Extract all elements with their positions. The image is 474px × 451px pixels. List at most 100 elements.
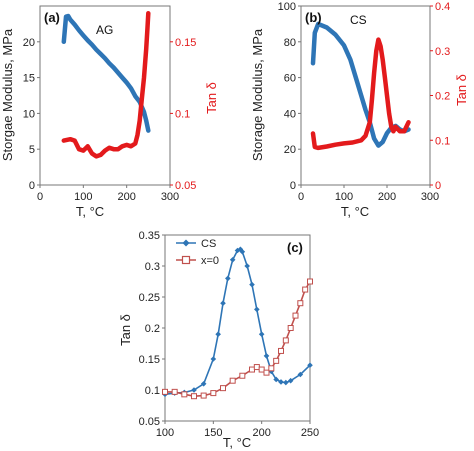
panel-c-cs-point	[244, 263, 250, 269]
panel-c-x0-point	[181, 391, 188, 398]
panel-b-y2-tick-label: 0.3	[435, 46, 450, 58]
panel-c-cs-point	[239, 248, 246, 255]
panel-b-series-1-line	[310, 37, 411, 151]
panel-b-x-axis-label: T, °C	[341, 204, 369, 219]
panel-b-y-tick-label: 0	[290, 180, 296, 192]
legend-cs-label: CS	[201, 238, 216, 250]
panel-b-x-tick-label: 200	[378, 191, 396, 203]
panel-c-x0-point	[229, 377, 236, 384]
panel-a-y-axis-label: Storgae Modulus, MPa	[0, 28, 15, 161]
panel-c-x0-point	[292, 312, 299, 319]
panel-c-x-tick-label: 200	[252, 427, 270, 439]
panel-c-x0-point	[162, 388, 168, 395]
panel-c-x0-point	[171, 388, 178, 395]
panel-b-x-tick-label: 300	[421, 191, 439, 203]
panel-c-x0-point	[268, 365, 275, 372]
panel-a-label: (a)	[44, 10, 60, 25]
panel-c-x0-point	[278, 347, 284, 354]
panel-b-y2-tick-label: 0.1	[435, 135, 450, 147]
panel-b-y-tick-label: 20	[284, 144, 296, 156]
panel-c-x0-point	[282, 337, 289, 344]
panel-a-x-tick-label: 100	[74, 191, 92, 203]
panel-c-x0-point	[258, 366, 265, 373]
panel-c-y-axis-label: Tan δ	[118, 314, 133, 346]
panel-a-plot-area: 0 100 200 300 0 5 10 15 20 0.05 0.1 0.15	[23, 10, 196, 203]
panel-b-y2-tick-label: 0.4	[435, 1, 450, 13]
panel-a-y-tick-label: 0	[29, 180, 35, 192]
panel-a-y2-tick-label: 0.15	[175, 37, 196, 49]
panel-c-x0-point	[263, 369, 270, 376]
panel-c-cs-point	[254, 306, 260, 313]
panel-c-cs-point	[215, 331, 221, 337]
panel-c-x-tick-label: 250	[301, 427, 319, 439]
panel-a-plot-frame	[39, 5, 171, 186]
panel-c-cs-point	[263, 353, 270, 359]
panel-c-legend: CS x=0	[176, 238, 219, 267]
panel-c-x0-point	[297, 300, 304, 307]
panel-c-x0-point	[239, 372, 246, 379]
panel-c-series-0-line	[164, 248, 311, 396]
panel-a-series-1-line	[61, 10, 151, 159]
panel-c-y-tick-label: 0.25	[139, 292, 160, 304]
panel-a-y-tick-label: 15	[23, 73, 35, 85]
panel-b-plot-frame	[300, 5, 431, 186]
panel-a-chart: 0 100 200 300 0 5 10 15 20 0.05 0.1 0.15 (a) AG T, …	[0, 5, 219, 219]
panel-c-x0-point	[249, 366, 255, 373]
panel-b-y2-tick-label: 0	[435, 180, 441, 192]
panel-c-x0-point	[287, 325, 294, 331]
panel-c-chart: 100 150 200 250 0.05 0.1 0.15 0.2 0.25 0.3 0.35 (c…	[118, 230, 319, 450]
panel-c-y-tick-label: 0.35	[139, 230, 160, 242]
panel-c-cs-point	[210, 356, 217, 362]
panel-a-y2-axis-label: Tan δ	[204, 82, 219, 114]
panel-c-cs-point	[225, 275, 231, 282]
panel-b-x-tick-label: 100	[335, 191, 353, 203]
panel-a-x-tick-label: 0	[37, 191, 43, 203]
panel-a-y-tick-label: 5	[29, 144, 35, 156]
panel-a-x-axis-label: T, °C	[76, 204, 104, 219]
panel-c-cs-point	[220, 300, 226, 306]
panel-c-x0-point	[210, 390, 217, 397]
panel-c-cs-point	[200, 381, 207, 387]
panel-a-y2-tick-label: 0.05	[175, 180, 196, 192]
panel-c-cs-point	[249, 281, 255, 288]
panel-b-y2-axis-label: Tan δ	[454, 74, 469, 106]
legend-cs-marker	[182, 239, 190, 247]
panel-c-y-tick-label: 0.1	[145, 385, 160, 397]
panel-c-plot-area: 100 150 200 250 0.05 0.1 0.15 0.2 0.25 0.3 0.35	[139, 230, 320, 439]
panel-c-cs-point	[297, 371, 304, 378]
panel-b-label: (b)	[305, 10, 322, 25]
panel-a-y2-tick-label: 0.1	[175, 108, 190, 120]
panel-c-label: (c)	[287, 240, 303, 255]
panel-c-x0-point	[191, 393, 197, 400]
panel-c-x0-point	[200, 392, 207, 399]
panel-c-cs-point	[258, 331, 265, 337]
legend-x0-marker	[181, 255, 191, 265]
panel-a-y-tick-label: 20	[23, 37, 35, 49]
panel-a-annotation: AG	[96, 23, 113, 37]
panel-c-cs-point	[283, 379, 289, 386]
panel-c-cs-point	[278, 379, 284, 385]
panel-a-series-0-line	[61, 13, 151, 133]
panel-b-x-tick-label: 0	[298, 191, 304, 203]
panel-b-annotation: CS	[350, 13, 367, 27]
panel-b-y-tick-label: 60	[284, 73, 296, 85]
panel-b-y2-tick-label: 0.2	[435, 91, 450, 103]
panel-b-y-axis-label: Storage Modulus, MPa	[250, 28, 265, 161]
panel-b-y-tick-label: 80	[284, 37, 296, 49]
panel-c-x0-point	[307, 278, 313, 285]
panel-c-cs-point	[229, 257, 236, 263]
panel-c-x0-point	[273, 357, 280, 364]
panel-c-x0-point	[220, 385, 226, 392]
panel-b-y-tick-label: 40	[284, 108, 296, 120]
panel-c-cs-point	[191, 387, 197, 393]
panel-c-y-tick-label: 0.2	[145, 323, 160, 335]
panel-c-x0-point	[302, 286, 309, 293]
panel-c-y-tick-label: 0.15	[139, 354, 160, 366]
legend-x0-label: x=0	[201, 255, 219, 267]
panel-c-x-tick-label: 150	[204, 427, 222, 439]
panel-c-x-axis-label: T, °C	[223, 435, 251, 450]
panel-a-x-tick-label: 200	[117, 191, 135, 203]
